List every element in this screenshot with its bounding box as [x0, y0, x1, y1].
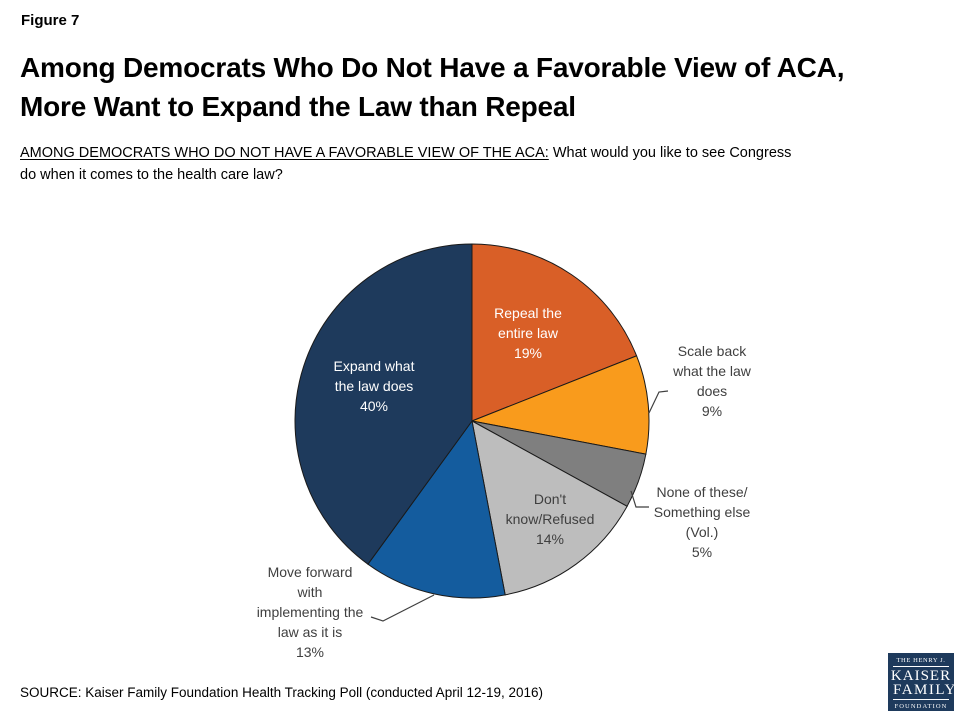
figure-number: Figure 7 — [21, 12, 80, 29]
slice-label-move-forward: Move forward with implementing the law a… — [256, 564, 364, 660]
pie-slice-scale-back — [470, 355, 650, 455]
kff-logo-foundation: FOUNDATION — [894, 703, 948, 710]
leader-line-move-forward — [370, 594, 435, 622]
pie-slice-dont-know — [471, 420, 628, 596]
pie-slice-repeal — [471, 243, 638, 422]
source-note: SOURCE: Kaiser Family Foundation Health … — [20, 685, 543, 700]
slice-label-dont-know: Don't know/Refused 14% — [505, 491, 595, 547]
kff-logo-kaiser: KAISER — [890, 668, 952, 684]
kff-logo-family: FAMILY — [893, 682, 957, 700]
survey-question-population: AMONG DEMOCRATS WHO DO NOT HAVE A FAVORA… — [20, 145, 549, 161]
title-line-2: More Want to Expand the Law than Repeal — [20, 91, 576, 122]
kff-logo-henry-j: THE HENRY J. — [893, 657, 949, 667]
survey-question-text-1: What would you like to see Congress — [548, 145, 792, 161]
survey-question-text-2: do when it comes to the health care law? — [20, 167, 283, 183]
slice-label-expand: Expand what the law does 40% — [333, 358, 415, 414]
slice-label-none-something-else: None of these/ Something else (Vol.) 5% — [653, 484, 751, 560]
pie-slice-move-forward — [367, 419, 506, 599]
slice-label-repeal: Repeal the entire law 19% — [494, 305, 562, 361]
page-title: Among Democrats Who Do Not Have a Favora… — [20, 48, 950, 126]
survey-question: AMONG DEMOCRATS WHO DO NOT HAVE A FAVORA… — [20, 142, 940, 186]
leader-line-scale-back — [648, 390, 669, 414]
pie-slice-expand — [294, 243, 473, 565]
slice-label-scale-back: Scale back what the law does 9% — [673, 343, 751, 419]
pie-slices-group — [294, 243, 650, 599]
leader-line-none-something-else — [630, 490, 649, 508]
kff-logo: THE HENRY J. KAISER FAMILY FOUNDATION — [888, 653, 957, 711]
title-line-1: Among Democrats Who Do Not Have a Favora… — [20, 52, 845, 83]
